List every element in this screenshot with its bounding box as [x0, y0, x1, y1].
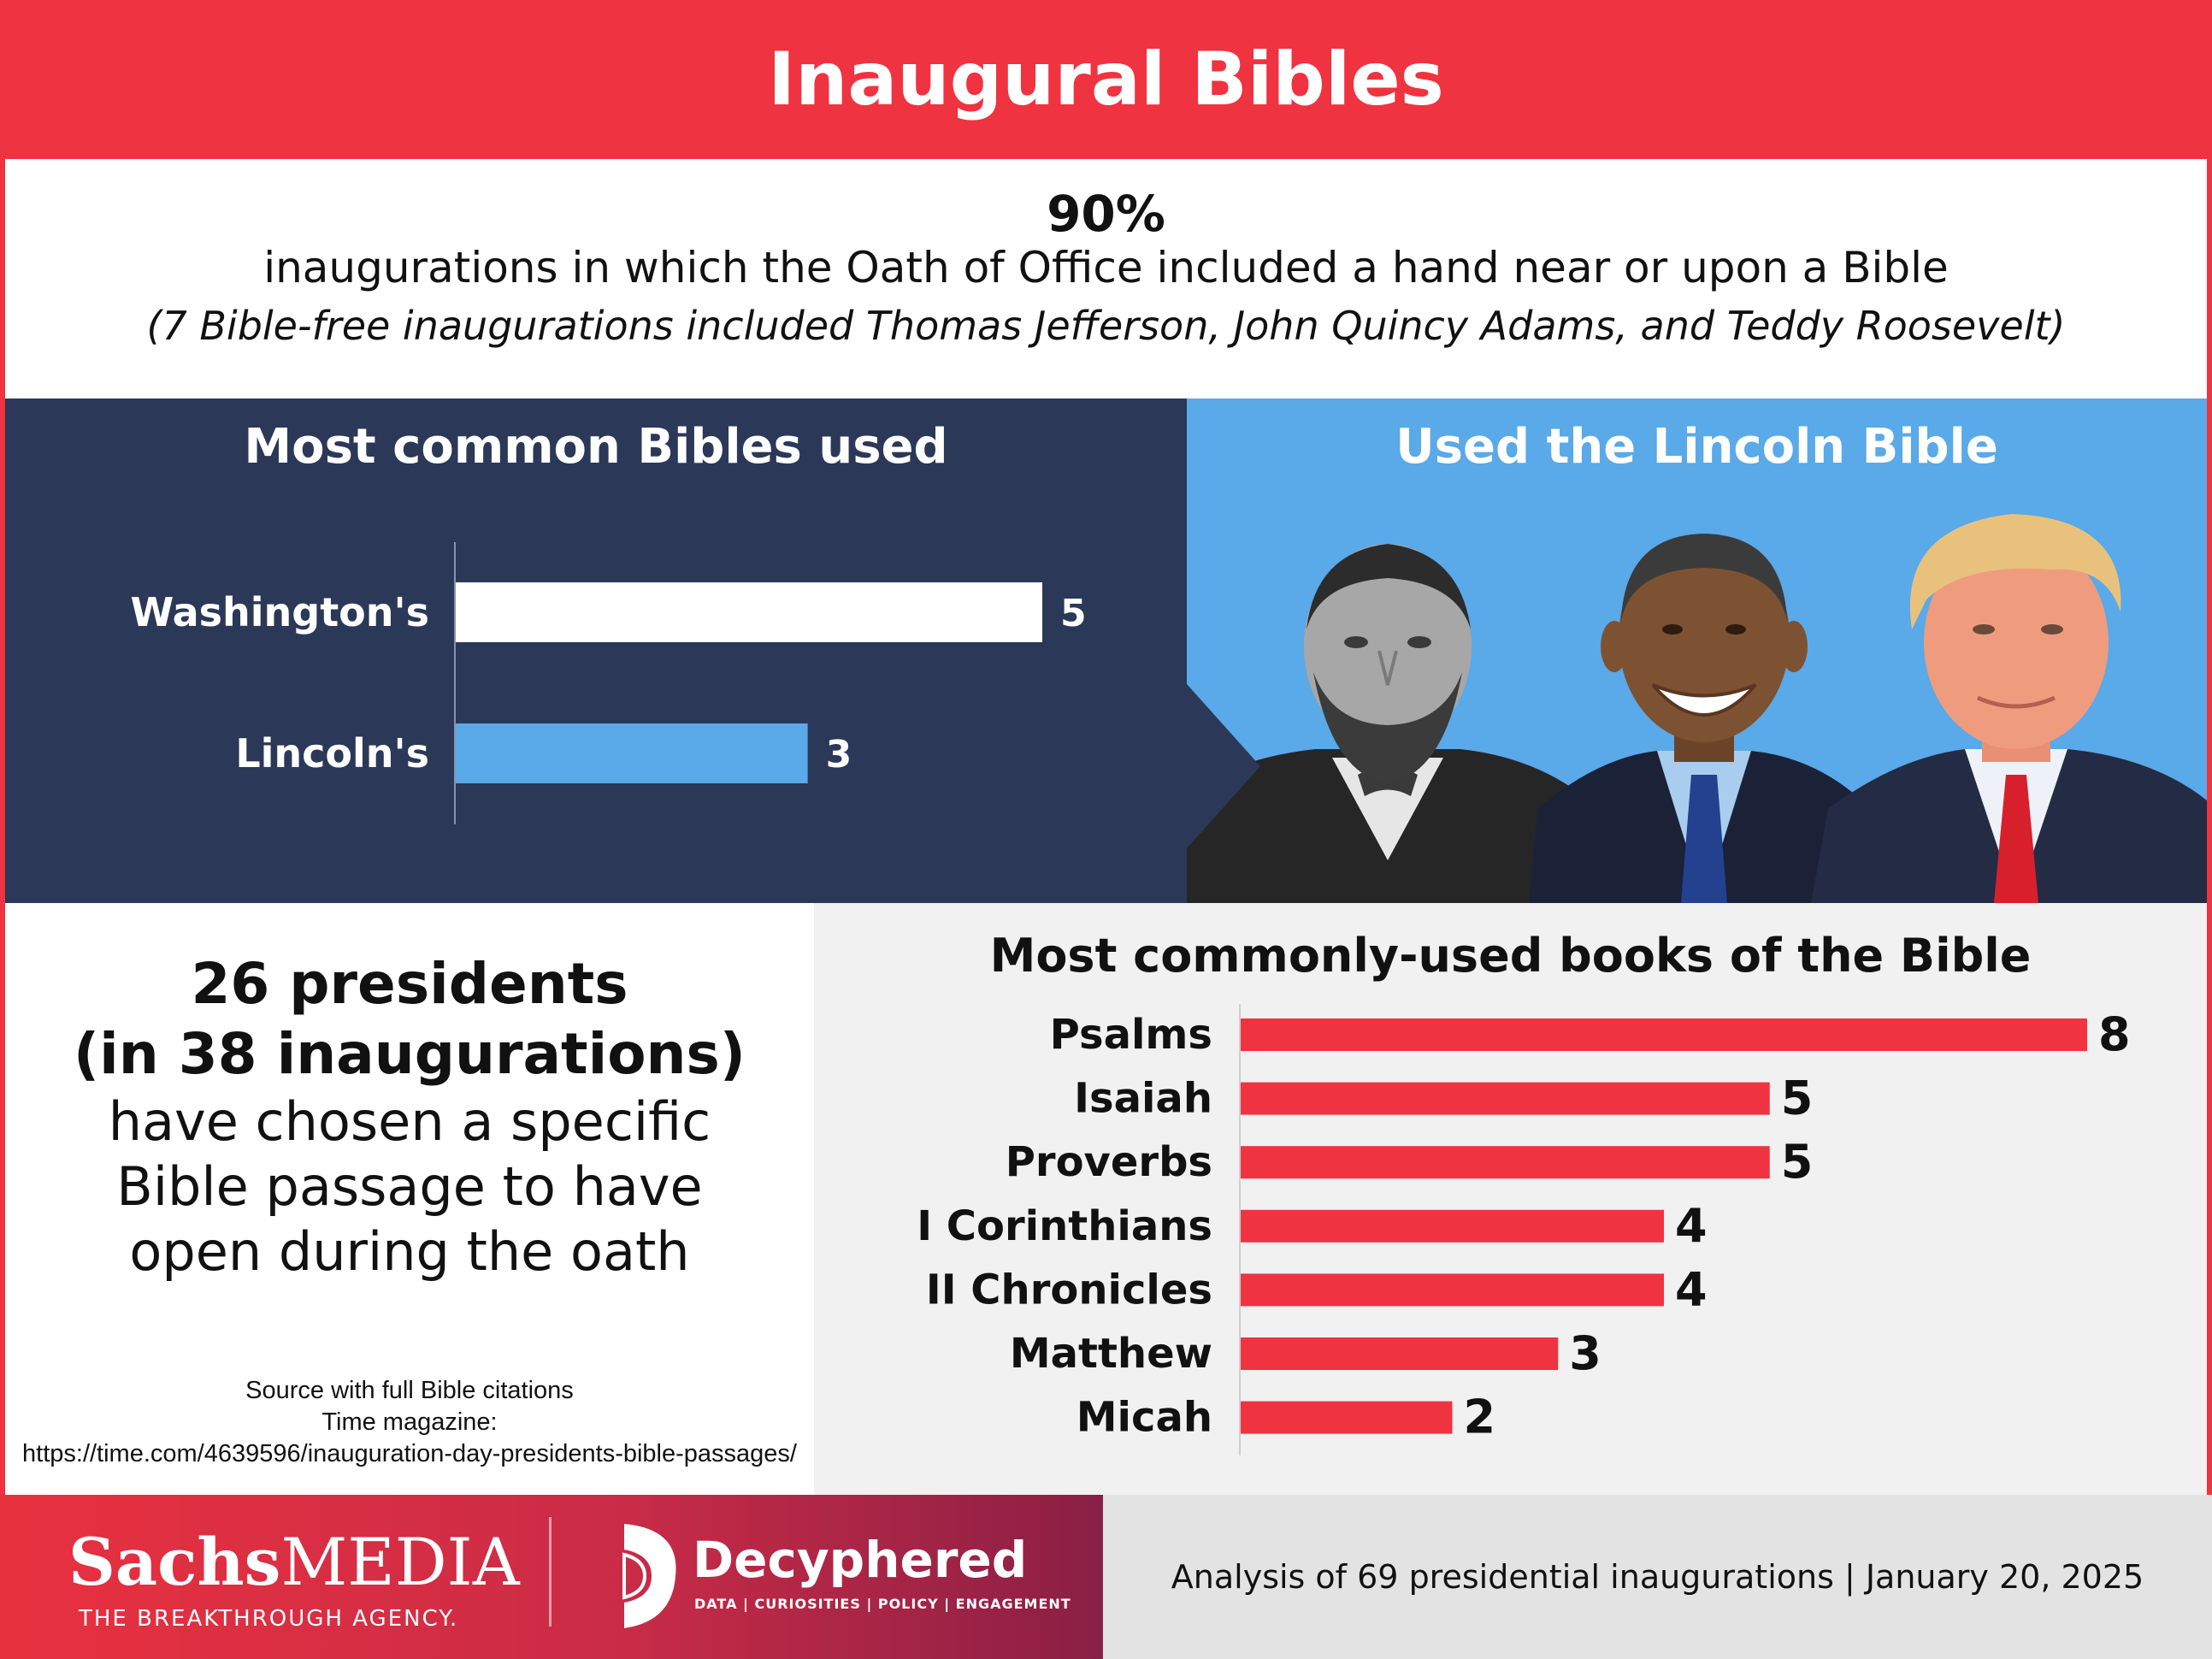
decyphered-icon [622, 1524, 676, 1628]
panel-arrow [1187, 684, 1260, 848]
presidents-text-line: Bible passage to have [116, 1155, 703, 1218]
books-value-label: 4 [1675, 1199, 1708, 1253]
books-value-label: 4 [1675, 1262, 1708, 1316]
books-value-label: 5 [1781, 1135, 1814, 1189]
bibles-bar [456, 582, 1042, 642]
books-bar [1241, 1337, 1559, 1370]
books-bar [1241, 1082, 1770, 1115]
sachs-media-tagline: THE BREAKTHROUGH AGENCY. [79, 1606, 459, 1632]
stat-value: 90% [1047, 185, 1165, 243]
bibles-bar [456, 723, 808, 783]
books-bar [1241, 1146, 1770, 1179]
bibles-value-label: 3 [826, 733, 852, 776]
books-value-label: 5 [1781, 1072, 1814, 1125]
decyphered-logo[interactable]: Decyphered [693, 1531, 1028, 1589]
books-category-label: Micah [1077, 1394, 1212, 1442]
source-publication: Time magazine: [321, 1408, 498, 1436]
common-bibles-panel: Washington's 5 Lincoln's 3 Most common Bibl… [5, 399, 1187, 903]
stat-description: inaugurations in which the Oath of Offic… [263, 243, 1949, 292]
books-category-label: Matthew [1010, 1330, 1212, 1378]
bibles-category-label: Washington's [130, 589, 429, 635]
books-category-label: Proverbs [1006, 1138, 1212, 1186]
books-bar [1241, 1273, 1664, 1307]
books-category-label: I Corinthians [917, 1202, 1212, 1250]
presidents-count: 26 presidents [191, 951, 628, 1017]
bibles-category-label: Lincoln's [235, 730, 429, 776]
source-url[interactable]: https://time.com/4639596/inauguration-da… [22, 1440, 797, 1467]
stat-section: 90% inaugurations in which the Oath of O… [5, 159, 2207, 399]
page-title: Inaugural Bibles [0, 0, 2212, 159]
decyphered-tagline: DATA | CURIOSITIES | POLICY | ENGAGEMENT [694, 1596, 1071, 1612]
books-panel: Psalms 8 Isaiah 5 Proverbs 5 I Corinthians 4 II … [814, 903, 2207, 1495]
analysis-note: Analysis of 69 presidential inauguration… [1103, 1495, 2212, 1659]
inaugurations-count: (in 38 inaugurations) [74, 1021, 746, 1087]
books-category-label: Isaiah [1074, 1075, 1212, 1123]
presidents-text-line: have chosen a specific [108, 1090, 711, 1153]
presidents-text-line: open during the oath [129, 1220, 690, 1283]
lincoln-bible-title: Used the Lincoln Bible [1395, 419, 1998, 475]
common-bibles-chart: Washington's 5 Lincoln's 3 [130, 542, 1087, 824]
lincoln-portrait [1187, 501, 1589, 903]
books-title: Most commonly-used books of the Bible [989, 929, 2032, 983]
source-label: Source with full Bible citations [245, 1377, 574, 1404]
source-citation: Source with full Bible citations Time ma… [5, 1375, 814, 1470]
logo-divider [549, 1517, 552, 1627]
books-bar [1241, 1018, 2087, 1051]
footer: SachsMEDIA THE BREAKTHROUGH AGENCY. Decy… [0, 1495, 2212, 1659]
books-bar [1241, 1401, 1453, 1434]
footer-logos: SachsMEDIA THE BREAKTHROUGH AGENCY. Decy… [0, 1495, 1103, 1659]
stat-note: (7 Bible-free inaugurations included Tho… [146, 303, 2066, 349]
books-category-label: Psalms [1050, 1011, 1212, 1059]
sachs-media-logo[interactable]: SachsMEDIA [68, 1524, 520, 1600]
books-category-label: II Chronicles [926, 1266, 1212, 1314]
books-bar [1241, 1209, 1664, 1243]
trump-portrait [1811, 484, 2207, 903]
books-value-label: 3 [1569, 1326, 1601, 1380]
obama-portrait [1529, 501, 1879, 903]
bibles-value-label: 5 [1060, 592, 1087, 635]
lincoln-bible-panel: Used the Lincoln Bible [1187, 399, 2207, 903]
books-chart: Psalms 8 Isaiah 5 Proverbs 5 I Corinthians 4 II … [917, 1004, 2131, 1455]
presidents-section: 26 presidents (in 38 inaugurations) have… [5, 903, 814, 1495]
books-value-label: 8 [2098, 1007, 2131, 1061]
books-value-label: 2 [1464, 1390, 1496, 1444]
common-bibles-title: Most common Bibles used [244, 419, 948, 475]
